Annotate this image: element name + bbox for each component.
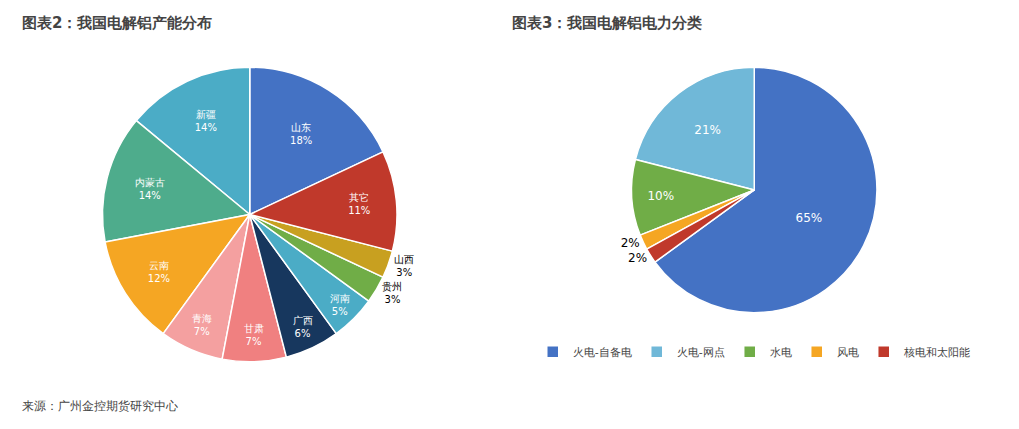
svg-text:内蒙古14%: 内蒙古14% bbox=[135, 177, 165, 201]
svg-text:云南12%: 云南12% bbox=[148, 260, 170, 284]
svg-text:2%: 2% bbox=[628, 251, 647, 265]
svg-text:山西3%: 山西3% bbox=[394, 254, 414, 278]
svg-text:贵州3%: 贵州3% bbox=[382, 281, 402, 305]
svg-text:其它11%: 其它11% bbox=[348, 192, 370, 216]
svg-text:广西6%: 广西6% bbox=[293, 315, 313, 339]
svg-text:山东18%: 山东18% bbox=[290, 122, 312, 146]
svg-text:甘肃7%: 甘肃7% bbox=[244, 323, 264, 347]
svg-text:水电: 水电 bbox=[770, 346, 792, 359]
svg-text:图表3：我国电解铝电力分类: 图表3：我国电解铝电力分类 bbox=[512, 14, 702, 32]
svg-text:火电-网点: 火电-网点 bbox=[677, 346, 725, 359]
svg-text:2%: 2% bbox=[621, 236, 640, 250]
svg-text:核电和太阳能: 核电和太阳能 bbox=[903, 346, 970, 359]
svg-text:65%: 65% bbox=[796, 211, 823, 225]
svg-text:图表2：我国电解铝产能分布: 图表2：我国电解铝产能分布 bbox=[22, 14, 212, 32]
svg-text:21%: 21% bbox=[694, 123, 721, 137]
svg-text:火电-自备电: 火电-自备电 bbox=[573, 346, 632, 359]
svg-text:河南5%: 河南5% bbox=[330, 293, 350, 317]
svg-text:来源：广州金控期货研究中心: 来源：广州金控期货研究中心 bbox=[22, 399, 178, 413]
svg-text:青海7%: 青海7% bbox=[192, 313, 212, 337]
svg-text:10%: 10% bbox=[647, 189, 674, 203]
svg-text:新疆14%: 新疆14% bbox=[195, 109, 217, 133]
svg-text:风电: 风电 bbox=[837, 346, 859, 359]
